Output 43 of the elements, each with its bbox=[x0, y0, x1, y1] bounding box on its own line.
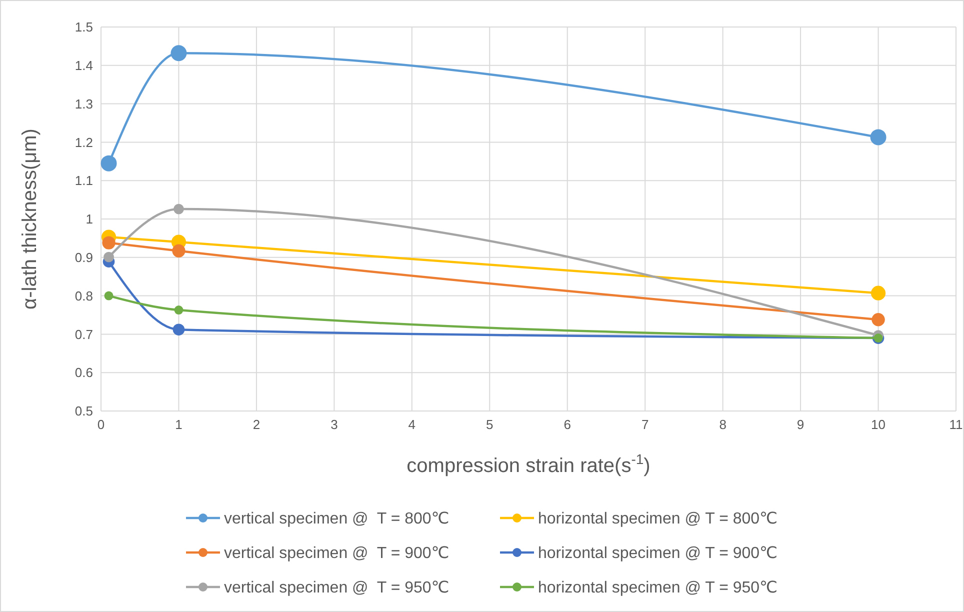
x-tick-label: 1 bbox=[175, 417, 182, 432]
y-tick-label: 1.5 bbox=[74, 20, 93, 35]
legend-label: horizontal specimen @ T = 800℃ bbox=[538, 510, 778, 528]
x-tick-label: 7 bbox=[641, 417, 649, 432]
x-tick-label: 6 bbox=[564, 417, 571, 432]
point bbox=[870, 129, 886, 146]
point bbox=[100, 155, 117, 172]
point bbox=[104, 252, 114, 262]
y-tick-label: 0.5 bbox=[74, 404, 93, 419]
y-tick-label: 0.7 bbox=[74, 326, 93, 342]
legend-label: horizontal specimen @ T = 950℃ bbox=[538, 580, 778, 597]
y-tick-label: 1.3 bbox=[74, 96, 93, 112]
x-tick-label: 10 bbox=[871, 417, 886, 432]
point bbox=[102, 236, 116, 250]
x-tick-label: 3 bbox=[330, 417, 338, 432]
x-tick-label: 2 bbox=[252, 417, 260, 432]
x-tick-label: 9 bbox=[796, 417, 804, 432]
legend-label: vertical specimen @ T = 900℃ bbox=[224, 545, 450, 562]
y-tick-label: 0.8 bbox=[74, 288, 93, 304]
y-tick-label: 1.2 bbox=[74, 134, 93, 150]
x-tick-label: 8 bbox=[719, 417, 726, 432]
point bbox=[174, 306, 184, 315]
x-axis-title: compression strain rate(s$^{-1}$) bbox=[406, 451, 650, 477]
y-tick-label: 1 bbox=[86, 212, 93, 227]
point bbox=[174, 204, 184, 214]
y-tick-label: 1.1 bbox=[74, 173, 93, 188]
y-axis-title: α-lath thickness(μm) bbox=[19, 128, 41, 310]
legend-label: horizontal specimen @ T = 900℃ bbox=[538, 545, 778, 562]
point bbox=[104, 291, 114, 300]
legend-label: vertical specimen @ T = 950℃ bbox=[224, 580, 450, 597]
point bbox=[170, 45, 187, 62]
y-tick-label: 0.6 bbox=[74, 365, 93, 380]
point bbox=[172, 244, 186, 258]
x-tick-label: 11 bbox=[949, 417, 963, 432]
point bbox=[172, 324, 185, 336]
legend-label: vertical specimen @ T = 800℃ bbox=[224, 510, 450, 528]
point bbox=[872, 313, 885, 326]
y-tick-label: 0.9 bbox=[74, 250, 93, 265]
x-tick-label: 5 bbox=[486, 417, 494, 432]
y-tick-label: 1.4 bbox=[74, 58, 93, 73]
x-tick-label: 0 bbox=[97, 417, 105, 432]
point bbox=[870, 286, 886, 300]
x-tick-label: 4 bbox=[408, 417, 416, 432]
